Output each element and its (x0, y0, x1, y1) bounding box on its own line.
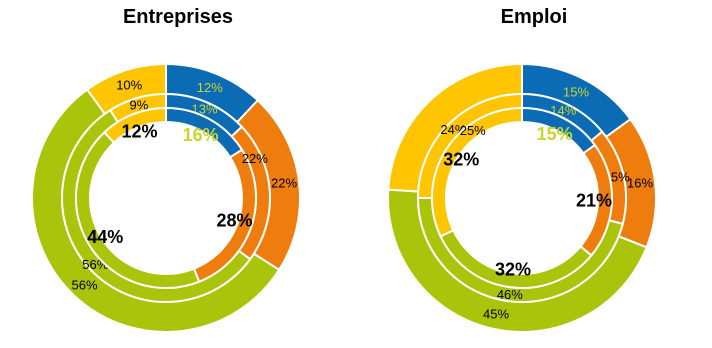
inner-ring-label-orange: 28% (216, 211, 252, 231)
inner-ring-label-orange: 21% (576, 191, 612, 211)
chart-title: Entreprises (122, 6, 234, 28)
chart-panel-entreprises: Entreprises 12% 22% 56% 10% 13% 56% 9% 16% 28% 44… (31, 6, 301, 333)
chart-title: Emploi (500, 6, 568, 28)
outer-ring-label-orange: 16% (627, 176, 653, 191)
inner-ring-segment-yellow (431, 106, 523, 238)
outer-ring-label-green: 45% (483, 307, 509, 322)
inner-ring-label-yellow: 12% (121, 121, 157, 141)
inner-ring-label-blue: 15% (537, 124, 573, 144)
outer-ring-label-green: 56% (72, 277, 98, 292)
donut-chart-emploi: 15%16%45%14%15%46%24% 15%21%32%32%25% (387, 62, 657, 333)
outer-ring-label-orange: 22% (271, 176, 297, 191)
inner-ring-label-blue: 16% (183, 125, 219, 145)
inner-ring-extra-label-yellow: 25% (460, 123, 486, 138)
chart-panel-emploi: Emploi 15% 16% 45% 14% 15% 46% 24% 15% 21% 32% 32%… (356, 0, 712, 348)
outer-ring-label-blue: 15% (563, 85, 589, 100)
donut-chart-entreprises: 12%22%56%10%13%56%9%16%28%44%12%22% (31, 62, 301, 333)
middle-ring-label-blue: 13% (192, 102, 218, 117)
middle-ring-label-yellow: 9% (130, 97, 149, 112)
inner-ring-segment-yellow (102, 106, 167, 145)
middle-ring-label-green: 46% (497, 287, 523, 302)
inner-ring-label-green: 44% (87, 227, 123, 247)
inner-ring-label-green: 32% (495, 260, 531, 280)
inner-ring-label-yellow: 32% (443, 150, 479, 170)
middle-ring-label-orange: 22% (242, 151, 268, 166)
outer-ring-label-yellow: 10% (116, 77, 142, 92)
outer-ring-label-blue: 12% (197, 80, 223, 95)
